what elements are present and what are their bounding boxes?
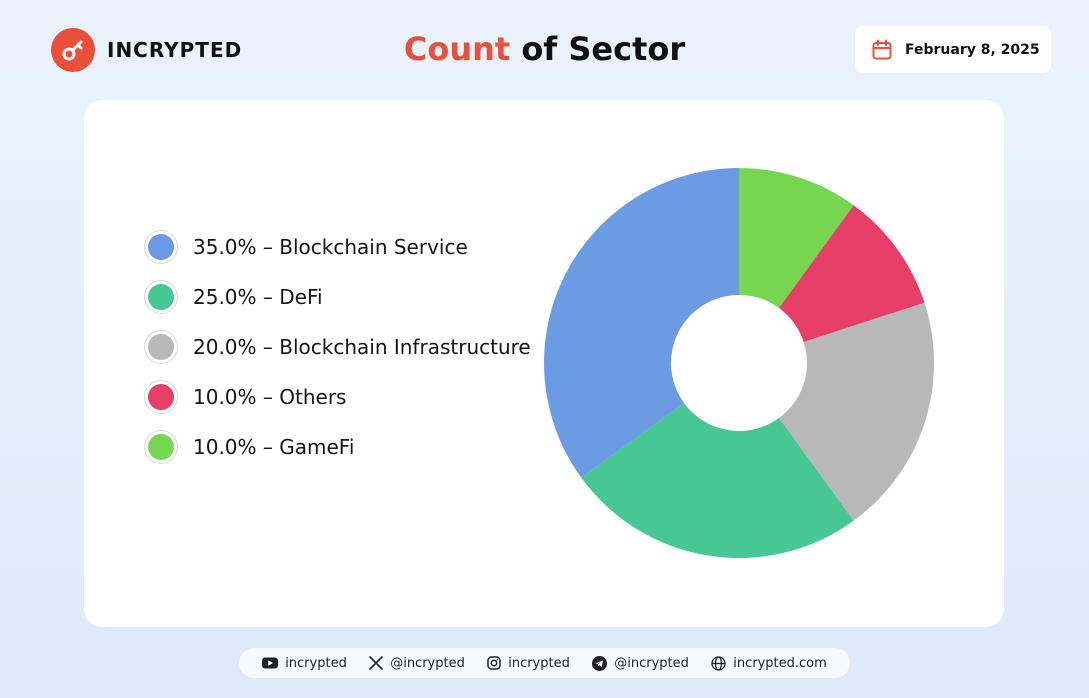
- pie-slice-gamefi: [739, 168, 854, 308]
- footer-telegram[interactable]: @incrypted: [592, 655, 689, 671]
- legend-label: 10.0% – GameFi: [193, 435, 355, 459]
- date-badge: February 8, 2025: [855, 26, 1051, 73]
- legend-label: 25.0% – DeFi: [193, 285, 323, 309]
- legend-item-blockchain-infrastructure: 20.0% – Blockchain Infrastructure: [144, 322, 531, 372]
- legend-swatch-ring: [144, 430, 178, 464]
- legend-swatch-ring: [144, 330, 178, 364]
- footer-instagram-label: incrypted: [508, 655, 570, 671]
- calendar-icon: [871, 39, 893, 61]
- chart-title: Count of Sector: [0, 30, 1089, 68]
- instagram-icon: [487, 656, 501, 670]
- legend-item-gamefi: 10.0% – GameFi: [144, 422, 531, 472]
- youtube-icon: [262, 657, 279, 669]
- footer-youtube[interactable]: incrypted: [262, 656, 347, 671]
- footer-youtube-label: incrypted: [285, 655, 347, 671]
- legend-swatch: [148, 234, 174, 260]
- footer-telegram-label: @incrypted: [614, 655, 689, 671]
- legend-label: 35.0% – Blockchain Service: [193, 235, 468, 259]
- pie-slice-others: [778, 205, 925, 342]
- pie-slice-blockchain-infrastructure: [778, 302, 934, 521]
- legend-label: 20.0% – Blockchain Infrastructure: [193, 335, 531, 359]
- donut-chart: [544, 168, 934, 558]
- legend-swatch: [148, 384, 174, 410]
- footer-instagram[interactable]: incrypted: [487, 656, 570, 671]
- legend-swatch: [148, 334, 174, 360]
- legend-swatch: [148, 434, 174, 460]
- pie-slice-defi: [581, 402, 854, 558]
- chart-card: 35.0% – Blockchain Service 25.0% – DeFi …: [84, 100, 1004, 627]
- legend-swatch-ring: [144, 230, 178, 264]
- social-footer: incrypted @incrypted incrypted @incrypte…: [238, 647, 851, 679]
- brand-logo: INCRYPTED: [51, 28, 242, 72]
- legend-label: 10.0% – Others: [193, 385, 347, 409]
- x-icon: [369, 656, 384, 670]
- telegram-icon: [592, 655, 608, 671]
- footer-website[interactable]: incrypted.com: [711, 656, 827, 671]
- key-icon: [51, 28, 95, 72]
- legend-swatch: [148, 284, 174, 310]
- chart-legend: 35.0% – Blockchain Service 25.0% – DeFi …: [144, 222, 531, 472]
- date-text: February 8, 2025: [905, 41, 1040, 58]
- legend-item-others: 10.0% – Others: [144, 372, 531, 422]
- footer-x[interactable]: @incrypted: [369, 656, 465, 671]
- globe-icon: [711, 655, 726, 671]
- legend-swatch-ring: [144, 380, 178, 414]
- chart-title-rest: of Sector: [510, 30, 686, 68]
- pie-slice-blockchain-service: [544, 168, 739, 478]
- legend-swatch-ring: [144, 280, 178, 314]
- footer-website-label: incrypted.com: [733, 655, 827, 671]
- brand-name: INCRYPTED: [107, 38, 243, 62]
- legend-item-blockchain-service: 35.0% – Blockchain Service: [144, 222, 531, 272]
- legend-item-defi: 25.0% – DeFi: [144, 272, 531, 322]
- footer-x-label: @incrypted: [390, 655, 465, 671]
- chart-title-accent: Count: [403, 30, 511, 68]
